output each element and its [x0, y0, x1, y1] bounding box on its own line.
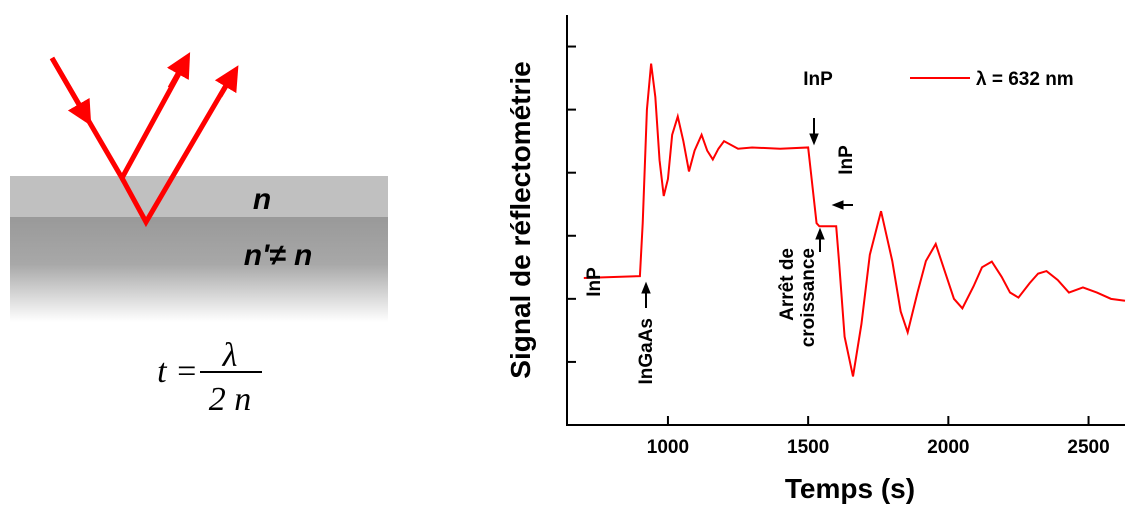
annotation: Arrêt de — [777, 248, 798, 321]
diagram: n n'≠ n t = λ 2 n — [10, 52, 388, 418]
layer-bottom — [10, 217, 388, 322]
annotation: InP — [584, 267, 605, 297]
layer-label: n'≠ n — [244, 239, 313, 272]
legend-label: λ = 632 nm — [976, 69, 1074, 90]
formula-lhs: t = — [157, 353, 198, 390]
formula: t = λ 2 n — [157, 337, 262, 418]
layer-top — [10, 176, 388, 217]
x-tick-label: 1500 — [787, 437, 829, 458]
formula-denominator: 2 n — [209, 381, 252, 418]
annotation: croissance — [798, 248, 819, 347]
x-axis-label: Temps (s) — [785, 473, 915, 504]
rays — [49, 52, 239, 228]
y-axis-label: Signal de réflectométrie — [505, 61, 536, 378]
annotation: InP — [803, 69, 833, 90]
x-tick-label: 2000 — [927, 437, 969, 458]
data-line — [583, 63, 1126, 377]
layer-label: n — [253, 183, 271, 216]
annotation: InP — [836, 145, 857, 175]
x-tick-label: 2500 — [1067, 437, 1109, 458]
formula-numerator: λ — [222, 337, 238, 374]
x-tick-label: 1000 — [647, 437, 689, 458]
chart: Temps (s) Signal de réflectométrie — [505, 15, 1125, 504]
annotation: InGaAs — [636, 318, 657, 385]
